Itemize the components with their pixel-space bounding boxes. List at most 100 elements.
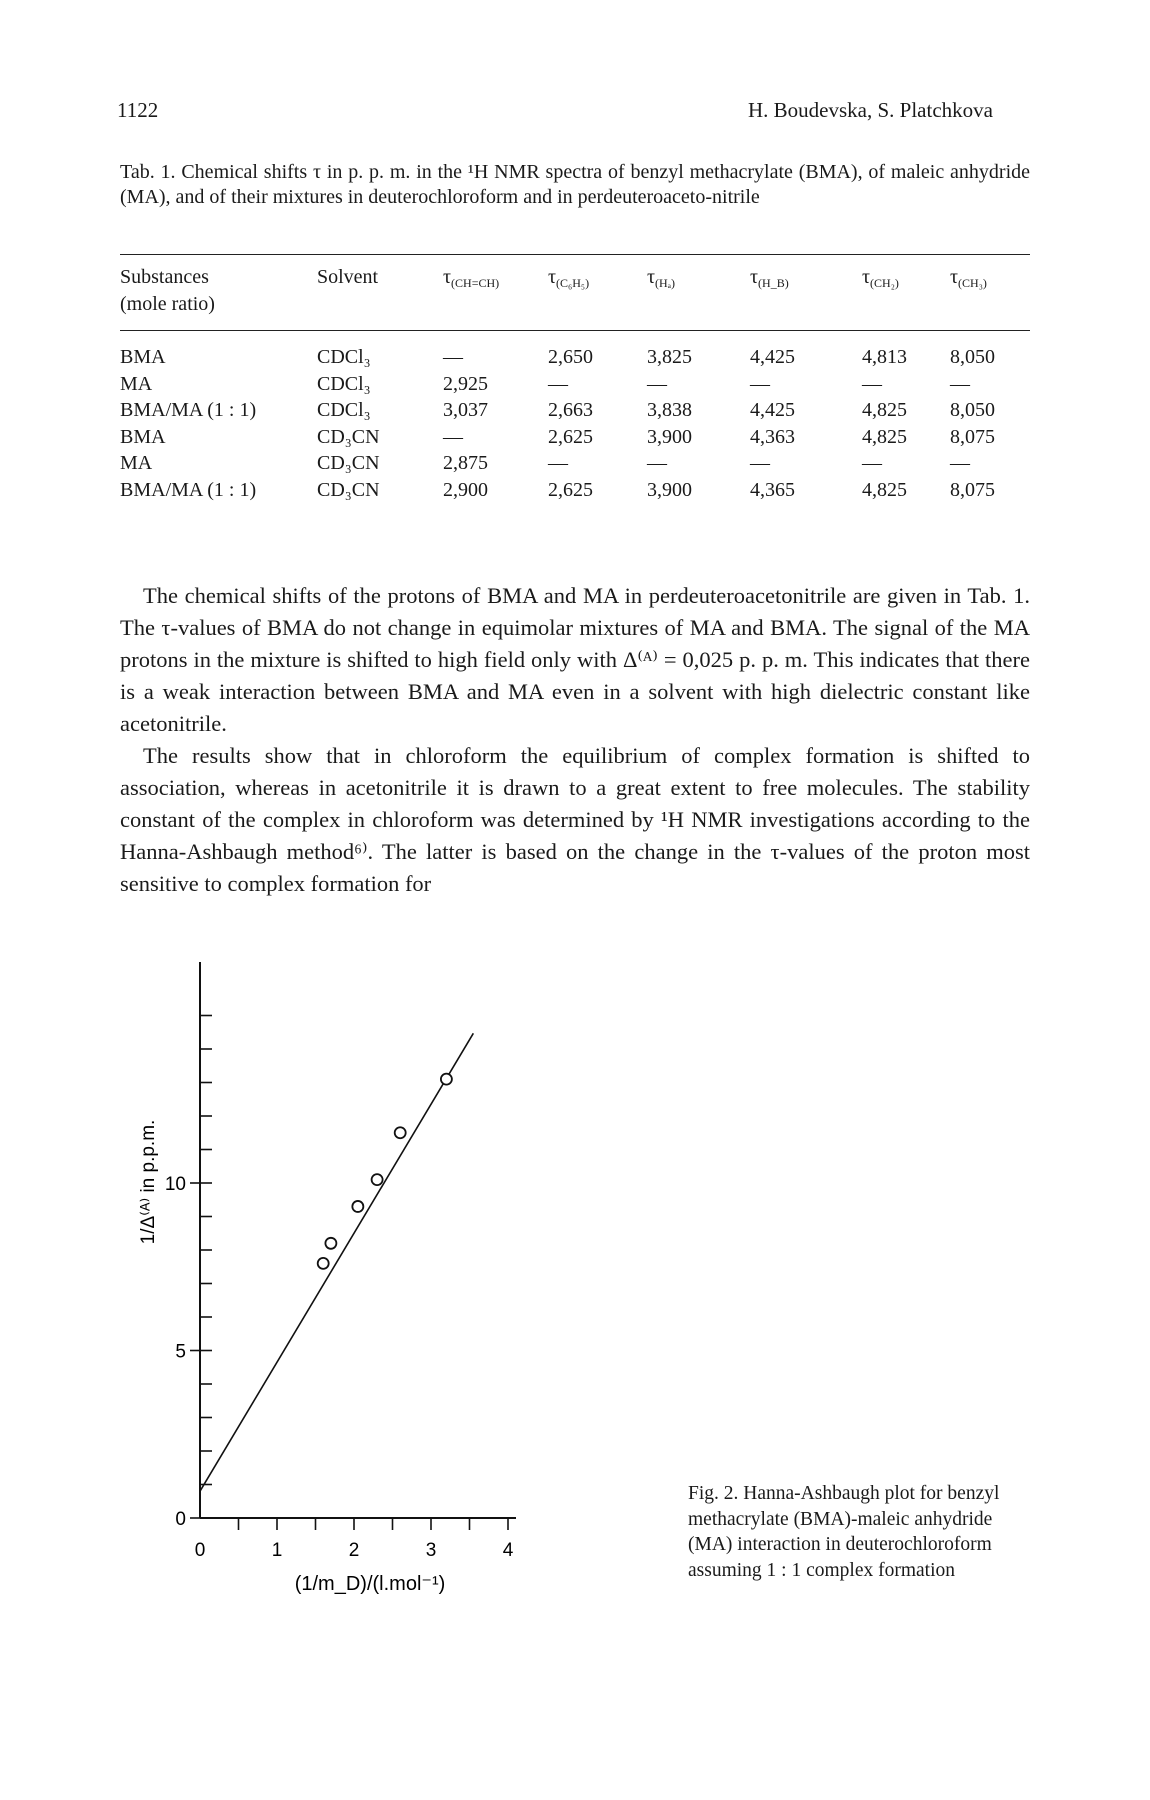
cell-value: 4,825 [862,399,907,421]
cell-value: — [443,346,463,368]
x-tick-label: 3 [426,1540,437,1561]
x-tick-label: 1 [272,1540,283,1561]
cell-substance: BMA/MA (1 : 1) [120,399,257,421]
subscript: (C₆H₅) [556,276,590,290]
cell-value: — [443,425,463,448]
cell-substance: MA [120,372,153,395]
cell-value: 4,425 [750,399,795,421]
data-point-marker [316,1256,330,1270]
cell-value: — [950,452,970,474]
col-header-tau-hb: τ(H_B) [750,264,862,330]
page-number: 1122 [117,98,159,122]
cell-solvent: CDCl₃ [317,399,371,421]
cell-value: 2,625 [548,478,593,501]
cell-value: — [548,372,568,395]
cell-value: 3,900 [647,478,692,501]
cell-value: — [750,372,770,395]
cell-value: — [647,452,667,474]
cell-value: 2,625 [548,425,593,448]
cell-value: — [862,372,882,395]
col-header-tau-ha: τ(Hₐ) [647,264,750,330]
col-header-tau-c6h5: τ(C₆H₅) [548,264,647,330]
cell-substance: MA [120,452,153,474]
table-row: MA CD₃CN 2,875 — — — — — [120,450,1030,477]
cell-value: 8,050 [950,399,995,421]
cell-substance: BMA [120,425,166,448]
cell-value: 3,900 [647,425,692,448]
subscript: (CH₂) [870,276,899,290]
cell-value: — [862,452,882,474]
data-point-marker [439,1072,453,1086]
cell-value: 4,813 [862,346,907,368]
table-row: MA CDCl₃ 2,925 — — — — — [120,371,1030,398]
cell-solvent: CD₃CN [317,425,380,448]
x-tick-label: 2 [349,1540,360,1561]
figure-caption: Fig. 2. Hanna-Ashbaugh plot for benzyl m… [688,1483,1000,1581]
col-header-mole-ratio: (mole ratio) [120,292,215,315]
col-header-solvent: Solvent [317,266,379,288]
cell-value: — [647,372,667,395]
cell-value: 3,838 [647,399,692,421]
cell-value: — [548,452,568,474]
subscript: (H_B) [758,276,789,290]
data-points [316,1072,453,1270]
col-header-substances: Substances (mole ratio) [120,264,317,330]
cell-value: — [950,372,970,395]
y-axis-label: 1/Δ⁽ᴬ⁾ in p.p.m. [138,1120,159,1245]
cell-solvent: CDCl₃ [317,372,371,395]
x-tick-label: 0 [195,1540,206,1561]
cell-value: 2,900 [443,478,488,501]
cell-substance: BMA [120,346,166,368]
tau-symbol: τ [950,266,959,288]
cell-value: 4,825 [862,478,907,501]
y-tick-label: 10 [165,1174,186,1195]
running-header-authors: H. Boudevska, S. Platchkova [748,98,993,122]
subscript: (CH=CH) [451,276,500,290]
data-point-marker [351,1200,365,1213]
x-axis-label: (1/m_D)/(l.mol⁻¹) [295,1573,446,1595]
cell-value: 4,365 [750,478,795,501]
cell-value: 8,075 [950,425,995,448]
body-paragraph-2: The results show that in chloroform the … [120,743,1030,896]
cell-value: 2,925 [443,372,488,395]
cell-value: 4,825 [862,425,907,448]
cell-value: 2,875 [443,452,488,474]
subscript: (Hₐ) [655,276,675,290]
cell-solvent: CDCl₃ [317,346,371,368]
y-axis-ticks: 0 5 10 [165,1014,212,1530]
y-tick-label: 0 [175,1509,186,1530]
table-row: BMA/MA (1 : 1) CD₃CN 2,900 2,625 3,900 4,36… [120,477,1030,504]
chemical-shifts-table: Substances (mole ratio) Solvent τ(CH=CH)… [120,264,1030,503]
table-row: BMA/MA (1 : 1) CDCl₃ 3,037 2,663 3,838 4,42… [120,397,1030,424]
x-axis-ticks: 0 1 2 3 4 [195,1518,514,1561]
tau-symbol: τ [750,266,759,288]
cell-value: 8,075 [950,478,995,501]
cell-value: 2,650 [548,346,593,368]
cell-value: 4,363 [750,425,795,448]
cell-value: 2,663 [548,399,593,421]
col-header-substances-label: Substances [120,266,209,288]
table-header-rule [120,330,1030,331]
data-point-marker [324,1236,338,1250]
tau-symbol: τ [862,266,871,288]
subscript: (CH₃) [958,276,987,290]
tau-symbol: τ [548,266,557,288]
tau-symbol: τ [647,266,656,288]
hanna-ashbaugh-plot: 0 5 10 0 1 2 3 4 1/Δ⁽ᴬ⁾ in p.p.m. (1/m_D)/(l.m… [138,962,516,1595]
cell-value: 3,825 [647,346,692,368]
cell-value: 4,425 [750,346,795,368]
table-caption: Tab. 1. Chemical shifts τ in p. p. m. in… [120,161,1030,208]
data-point-marker [393,1126,407,1140]
col-header-tau-ch3: τ(CH₃) [950,264,1030,330]
table-row: BMA CD₃CN — 2,625 3,900 4,363 4,825 8,075 [120,424,1030,451]
data-point-marker [370,1173,384,1187]
col-header-tau-ch2: τ(CH₂) [862,264,950,330]
table-row: BMA CDCl₃ — 2,650 3,825 4,425 4,813 8,050 [120,330,1030,371]
table-top-rule [120,254,1030,255]
cell-substance: BMA/MA (1 : 1) [120,478,257,501]
y-tick-label: 5 [175,1342,186,1363]
col-header-tau-ch-ch: τ(CH=CH) [443,264,548,330]
x-tick-label: 4 [503,1540,514,1561]
table-header-row: Substances (mole ratio) Solvent τ(CH=CH)… [120,264,1030,330]
cell-value: 8,050 [950,346,995,368]
